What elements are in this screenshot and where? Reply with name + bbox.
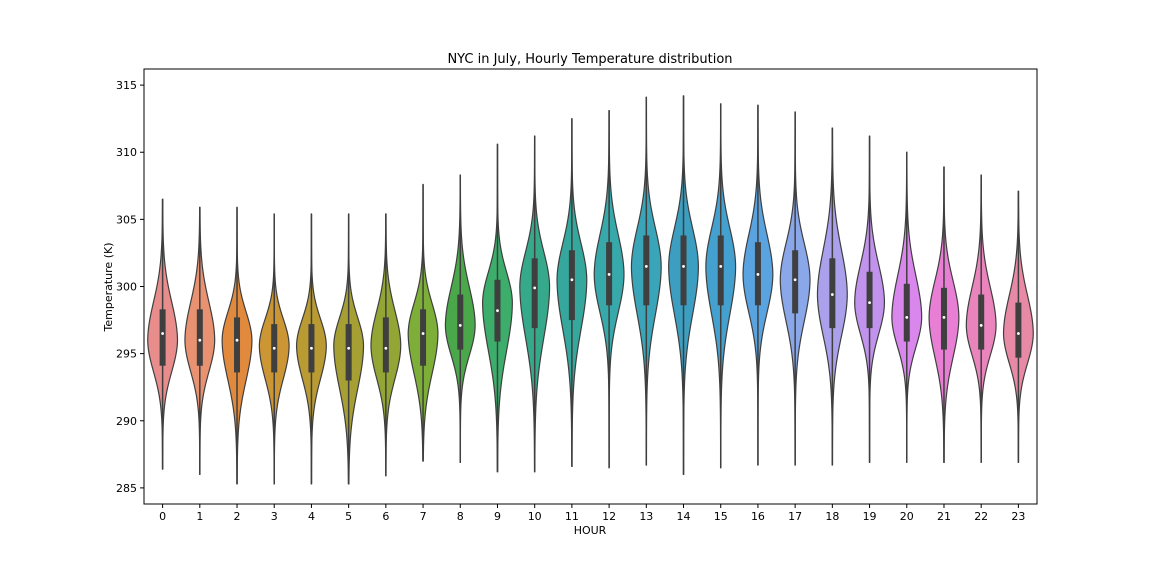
violin-iqr-box bbox=[196, 309, 203, 366]
violin-median bbox=[161, 332, 165, 335]
x-tick-label: 20 bbox=[900, 510, 914, 523]
violin-median bbox=[644, 264, 648, 268]
violin-median bbox=[384, 346, 388, 350]
violin-median bbox=[719, 264, 723, 268]
violin-median bbox=[830, 293, 834, 296]
violin-iqr-box bbox=[792, 250, 799, 314]
x-tick-label: 6 bbox=[382, 510, 389, 523]
x-tick-label: 11 bbox=[565, 510, 579, 523]
violin-iqr-box bbox=[234, 317, 241, 373]
x-tick-label: 13 bbox=[639, 510, 653, 523]
violin-median bbox=[235, 338, 239, 342]
x-tick-label: 15 bbox=[714, 510, 728, 523]
violin-median bbox=[570, 278, 574, 282]
y-tick-label: 290 bbox=[116, 415, 137, 428]
plot-frame bbox=[143, 68, 1038, 505]
violin-iqr-box bbox=[866, 271, 873, 329]
violin-median bbox=[905, 315, 909, 319]
x-tick-label: 3 bbox=[271, 510, 278, 523]
x-tick-label: 7 bbox=[420, 510, 427, 523]
violin-median bbox=[607, 273, 611, 276]
x-tick-label: 18 bbox=[825, 510, 839, 523]
violin-iqr-box bbox=[978, 294, 985, 350]
x-tick-label: 12 bbox=[602, 510, 616, 523]
violin-median bbox=[979, 324, 983, 327]
x-tick-label: 16 bbox=[751, 510, 765, 523]
x-axis-label: HOUR bbox=[574, 524, 607, 537]
x-tick-label: 0 bbox=[159, 510, 166, 523]
violin-iqr-box bbox=[159, 309, 166, 366]
violin-iqr-box bbox=[717, 235, 724, 306]
y-axis-label: Temperature (K) bbox=[102, 243, 115, 333]
violin-iqr-box bbox=[643, 235, 650, 306]
violin-iqr-box bbox=[680, 235, 687, 306]
y-tick-label: 295 bbox=[116, 348, 137, 361]
chart-title: NYC in July, Hourly Temperature distribu… bbox=[447, 52, 732, 67]
violin-median bbox=[272, 346, 276, 350]
violin-iqr-box bbox=[345, 324, 352, 381]
x-tick-label: 2 bbox=[234, 510, 241, 523]
violin-median bbox=[793, 278, 797, 282]
violin-median bbox=[682, 264, 685, 268]
x-tick-label: 17 bbox=[788, 510, 802, 523]
y-axis: 285 290 295 300 305 310 315 bbox=[116, 79, 144, 495]
x-tick-label: 9 bbox=[494, 510, 501, 523]
x-tick-label: 4 bbox=[308, 510, 315, 523]
plot-area bbox=[147, 95, 1034, 485]
y-tick-label: 305 bbox=[116, 213, 137, 226]
violin-median bbox=[868, 301, 871, 305]
violin-median bbox=[533, 286, 537, 290]
violin-median bbox=[347, 346, 351, 350]
y-tick-label: 285 bbox=[116, 482, 137, 495]
x-tick-label: 8 bbox=[457, 510, 464, 523]
x-tick-label: 14 bbox=[677, 510, 691, 523]
violin-median bbox=[496, 309, 499, 313]
violin-iqr-box bbox=[568, 250, 575, 321]
violin-median bbox=[942, 315, 946, 319]
violin-median bbox=[756, 273, 760, 276]
x-tick-label: 21 bbox=[937, 510, 951, 523]
violin-median bbox=[421, 332, 425, 335]
violin-iqr-box bbox=[457, 294, 464, 350]
violin-iqr-box bbox=[531, 258, 538, 329]
violin-iqr-box bbox=[420, 309, 427, 366]
x-tick-label: 22 bbox=[974, 510, 988, 523]
violin-iqr-box bbox=[903, 283, 910, 342]
x-tick-label: 23 bbox=[1011, 510, 1025, 523]
x-tick-label: 10 bbox=[528, 510, 542, 523]
x-tick-label: 1 bbox=[196, 510, 203, 523]
violin-iqr-box bbox=[1015, 302, 1022, 358]
violin-median bbox=[458, 324, 462, 327]
x-tick-label: 5 bbox=[345, 510, 352, 523]
y-tick-label: 315 bbox=[116, 79, 137, 92]
violin-median bbox=[310, 346, 313, 350]
x-axis: 0 1 2 3 4 5 6 7 8 9 10 11 12 13 14 15 16 17 18 19 20 21 22 23 bbox=[159, 504, 1025, 523]
violin-median bbox=[1016, 332, 1020, 335]
y-tick-label: 310 bbox=[116, 146, 137, 159]
violin-iqr-box bbox=[382, 317, 389, 373]
y-tick-label: 300 bbox=[116, 281, 137, 294]
x-tick-label: 19 bbox=[863, 510, 877, 523]
violin-median bbox=[198, 338, 202, 342]
